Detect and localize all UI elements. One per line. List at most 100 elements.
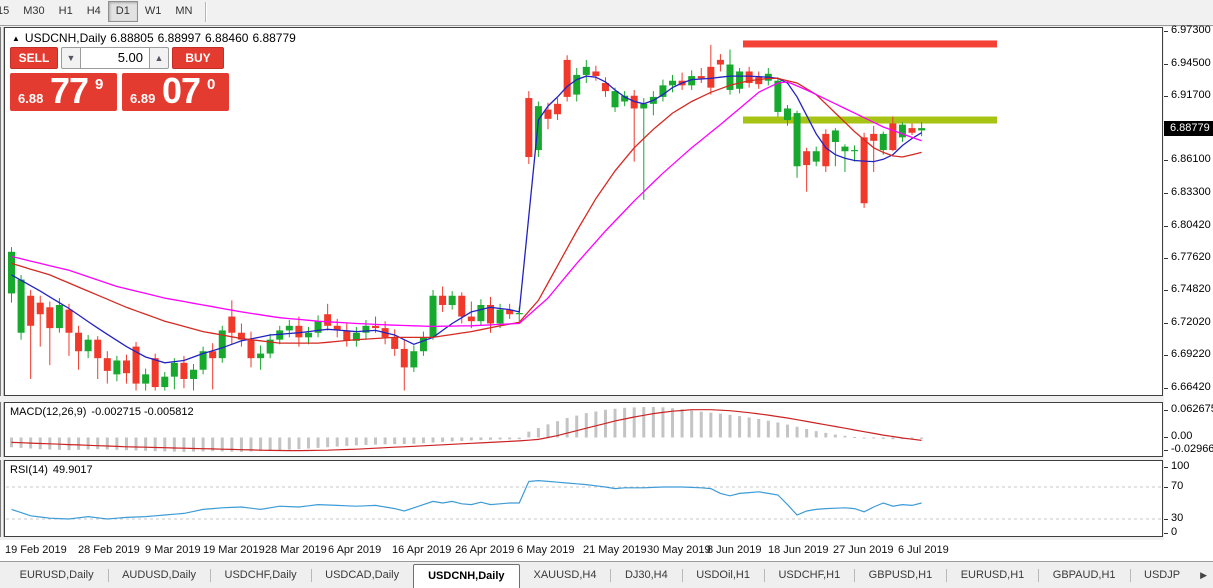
tab-usdchf-daily[interactable]: USDCHF,Daily [224, 569, 297, 581]
time-axis-label: 28 Feb 2019 [78, 544, 140, 556]
timeframe-button-mn[interactable]: MN [175, 5, 193, 17]
time-axis-label: 6 May 2019 [517, 544, 575, 556]
buy-price-base: 6.89 [130, 91, 156, 106]
time-axis[interactable]: 19 Feb 2019 28 Feb 2019 9 Mar 2019 19 Mar 2… [0, 540, 1213, 562]
time-axis-label: 19 Mar 2019 [203, 544, 265, 556]
timeframe-button-h1[interactable]: H1 [58, 5, 73, 17]
macd-name: MACD(12,26,9) [10, 406, 87, 418]
rsi-panel[interactable] [4, 460, 1163, 537]
macd-axis-label: 0.062675 [1171, 403, 1213, 415]
sell-button[interactable]: SELL [10, 47, 58, 69]
tab-usdcnh-daily[interactable]: USDCNH,Daily [413, 564, 520, 588]
axis-tick [1164, 355, 1168, 356]
tab-eurusd-daily[interactable]: EURUSD,Daily [19, 569, 94, 581]
price-axis-label: 6.86100 [1171, 153, 1211, 165]
chart-tabs-bar: EURUSD,Daily AUDUSD,Daily USDCHF,Daily USDC… [0, 563, 1213, 588]
window-frame-line-inner [3, 27, 4, 562]
time-axis-label: 19 Feb 2019 [5, 544, 67, 556]
tab-usdoil-h1[interactable]: USDOil,H1 [696, 569, 750, 581]
timeframe-button-d1[interactable]: D1 [107, 1, 138, 22]
price-axis-label: 6.74820 [1171, 283, 1211, 295]
price-axis-label: 6.80420 [1171, 219, 1211, 231]
axis-tick [1164, 519, 1168, 520]
tab-gbpaud-h1[interactable]: GBPAUD,H1 [1052, 569, 1116, 581]
rsi-value: 49.9017 [52, 464, 93, 476]
buy-button[interactable]: BUY [172, 47, 224, 69]
price-axis-label: 6.72020 [1171, 316, 1211, 328]
volume-decrease-button[interactable]: ▼ [61, 47, 81, 69]
time-axis-label: 28 Mar 2019 [265, 544, 327, 556]
panel-splitter[interactable] [0, 537, 1213, 540]
sell-price-point: 9 [95, 76, 104, 93]
tab-usdjp[interactable]: USDJP [1144, 569, 1181, 581]
tab-audusd-daily[interactable]: AUDUSD,Daily [122, 569, 197, 581]
rsi-axis-label: 30 [1171, 512, 1184, 524]
timeframe-button-h4[interactable]: H4 [86, 5, 101, 17]
price-axis-label: 6.77620 [1171, 251, 1211, 263]
axis-tick [1164, 323, 1168, 324]
price-axis-label: 6.66420 [1171, 381, 1211, 393]
current-price-tag: 6.88779 [1164, 121, 1213, 136]
buy-price-display[interactable]: 6.89 07 0 [122, 70, 229, 111]
macd-axis-label: -0.029668 [1171, 443, 1213, 455]
axis-tick [1164, 31, 1168, 32]
axis-tick [1164, 193, 1168, 194]
time-axis-label: 26 Apr 2019 [455, 544, 515, 556]
panel-splitter[interactable] [0, 457, 1213, 460]
timeframe-button-m30[interactable]: M30 [23, 5, 45, 17]
axis-tick [1164, 437, 1168, 438]
axis-tick [1164, 487, 1168, 488]
timeframe-toolbar: 15 M30 H1 H4 D1 W1 MN [0, 0, 1213, 26]
tab-xauusd-h4[interactable]: XAUUSD,H4 [533, 569, 597, 581]
close-value: 6.88779 [252, 31, 296, 45]
price-axis[interactable]: 6.97300 6.94500 6.91700 6.86100 6.83300 6.804… [1164, 24, 1213, 562]
window-frame-line [0, 27, 1, 562]
time-axis-label: 16 Apr 2019 [392, 544, 452, 556]
rsi-axis-label: 70 [1171, 480, 1184, 492]
axis-tick [1164, 450, 1168, 451]
time-axis-label: 27 Jun 2019 [833, 544, 894, 556]
chart-symbol-header: ▲ USDCNH,Daily 6.88805 6.88997 6.88460 6.8877… [12, 31, 300, 45]
sell-price-pips: 77 [50, 70, 89, 111]
rsi-label: RSI(14) 49.9017 [10, 464, 98, 476]
tab-usdcad-daily[interactable]: USDCAD,Daily [325, 569, 400, 581]
tab-gbpusd-h1[interactable]: GBPUSD,H1 [868, 569, 933, 581]
rsi-axis-label: 0 [1171, 526, 1178, 538]
axis-tick [1164, 533, 1168, 534]
axis-tick [1164, 290, 1168, 291]
time-axis-label: 18 Jun 2019 [768, 544, 829, 556]
open-value: 6.88805 [110, 31, 154, 45]
axis-tick [1164, 410, 1168, 411]
volume-increase-button[interactable]: ▲ [149, 47, 169, 69]
rsi-axis-label: 100 [1171, 460, 1190, 472]
tabs-scroll-right-icon[interactable]: ▶ [1200, 570, 1207, 580]
time-axis-label: 30 May 2019 [647, 544, 711, 556]
macd-label: MACD(12,26,9) -0.002715 -0.005812 [10, 406, 199, 418]
timeframe-button-w1[interactable]: W1 [144, 5, 162, 17]
high-value: 6.88997 [157, 31, 202, 45]
rsi-name: RSI(14) [10, 464, 48, 476]
tab-eurusd-h1[interactable]: EURUSD,H1 [960, 569, 1025, 581]
timeframe-button-15[interactable]: 15 [0, 5, 10, 17]
axis-tick [1164, 226, 1168, 227]
axis-tick [1164, 160, 1168, 161]
axis-tick [1164, 388, 1168, 389]
toolbar-separator [205, 2, 208, 22]
tab-usdchf-h1[interactable]: USDCHF,H1 [778, 569, 841, 581]
buy-price-point: 0 [207, 76, 216, 93]
buy-price-pips: 07 [162, 70, 201, 111]
tab-dj30-h4[interactable]: DJ30,H4 [624, 569, 668, 581]
axis-tick [1164, 467, 1168, 468]
price-axis-label: 6.69220 [1171, 348, 1211, 360]
sell-price-base: 6.88 [18, 91, 44, 106]
price-axis-label: 6.94500 [1171, 57, 1211, 69]
volume-input[interactable]: 5.00 [81, 47, 149, 69]
panel-splitter[interactable] [0, 396, 1213, 402]
collapse-arrow-icon[interactable]: ▲ [12, 34, 20, 43]
time-axis-label: 6 Apr 2019 [328, 544, 382, 556]
sell-price-display[interactable]: 6.88 77 9 [10, 70, 117, 111]
time-axis-label: 21 May 2019 [583, 544, 647, 556]
price-axis-label: 6.83300 [1171, 186, 1211, 198]
price-axis-label: 6.91700 [1171, 89, 1211, 101]
